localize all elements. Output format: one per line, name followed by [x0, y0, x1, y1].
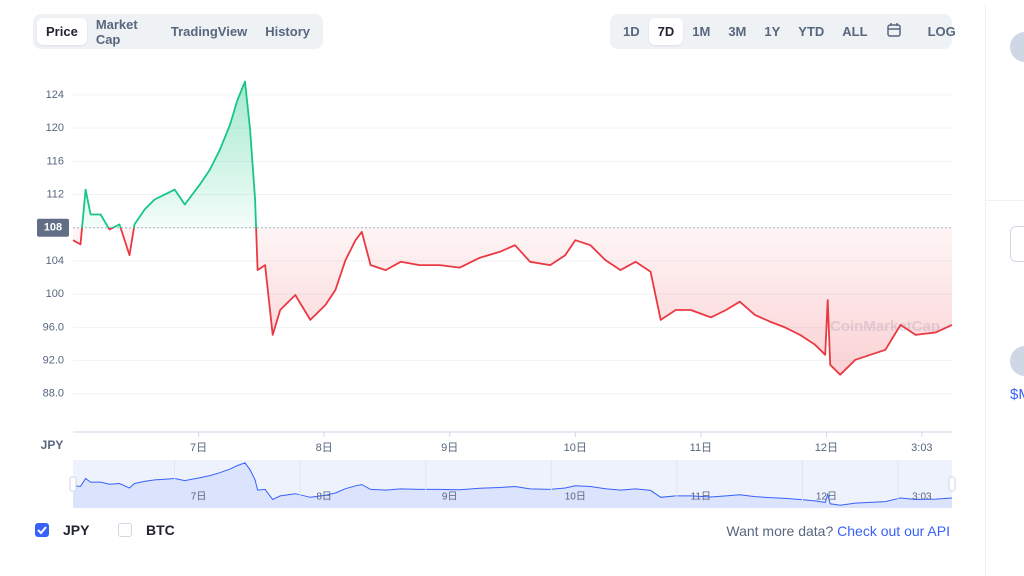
chart: 88.0 92.0 96.0 100 104 112 116 120 124 JPY 7日 8日 9日 1… — [37, 80, 956, 508]
tab[interactable]: Price — [37, 18, 87, 45]
navigator-tick-label: 7日 — [191, 492, 207, 503]
tab[interactable]: Market Cap — [95, 16, 138, 47]
card — [1010, 226, 1024, 262]
footer: Want more data? Check out our API — [726, 523, 950, 539]
y-tick-label: 116 — [46, 155, 64, 167]
price-line — [72, 80, 953, 376]
x-tick-label: 11日 — [690, 442, 712, 454]
navigator-handle[interactable] — [948, 476, 956, 492]
y-tick-label: 124 — [46, 89, 64, 101]
checkbox[interactable] — [118, 523, 132, 537]
navigator-tick-label: 11日 — [691, 492, 711, 503]
y-tick-label: 104 — [46, 255, 64, 267]
price-area — [73, 81, 952, 375]
y-tick-label: 96.0 — [43, 321, 64, 333]
y-tick-label: 88.0 — [43, 388, 64, 400]
navigator-tick-label: 12日 — [816, 492, 837, 503]
navigator-tick-label: 9日 — [442, 492, 458, 503]
navigator-area — [73, 462, 952, 508]
x-tick-label: 7日 — [190, 442, 207, 454]
y-axis-label: JPY — [41, 438, 64, 452]
range-bar: 1D 7D 1M 3M 1Y YTD ALL LOG — [610, 14, 956, 49]
divider — [986, 200, 1024, 201]
checkbox[interactable] — [35, 523, 49, 537]
tab-bar: Price Market Cap TradingView History — [33, 14, 323, 49]
tab[interactable]: TradingView — [170, 24, 248, 39]
y-tick-label: 92.0 — [43, 355, 64, 367]
baseline-label: 108 — [44, 222, 62, 234]
legend-label: BTC — [146, 522, 175, 538]
legend-item[interactable]: JPY — [35, 522, 89, 538]
range-button[interactable]: 1Y — [764, 24, 781, 39]
log-button[interactable]: LOG — [927, 24, 956, 39]
navigator-handle[interactable] — [69, 476, 77, 492]
footer-text: Want more data? — [726, 523, 834, 539]
legend-item[interactable]: BTC — [118, 522, 175, 538]
calendar-button[interactable] — [877, 16, 911, 47]
sidebar-text: $M — [1010, 386, 1024, 403]
range-button[interactable]: ALL — [842, 24, 868, 39]
x-tick-label: 12日 — [815, 442, 838, 454]
range-button[interactable]: 1M — [692, 24, 711, 39]
y-tick-label: 112 — [46, 188, 64, 200]
sidebar: $M — [985, 4, 1024, 576]
check-icon — [37, 526, 47, 535]
x-tick-label: 3:03 — [911, 442, 932, 454]
navigator-tick-label: 10日 — [565, 492, 586, 503]
x-tick-label: 10日 — [564, 442, 587, 454]
x-tick-label: 9日 — [441, 442, 458, 454]
api-link[interactable]: Check out our API — [837, 523, 950, 539]
y-tick-label: 120 — [46, 122, 64, 134]
calendar-icon — [886, 23, 901, 37]
range-button[interactable]: 3M — [728, 24, 747, 39]
avatar — [1010, 32, 1024, 62]
navigator-tick-label: 8日 — [316, 492, 332, 503]
x-tick-label: 8日 — [316, 442, 333, 454]
range-button[interactable]: YTD — [798, 24, 825, 39]
legend-label: JPY — [63, 522, 90, 538]
range-button[interactable]: 1D — [623, 24, 640, 39]
navigator-tick-label: 3:03 — [912, 492, 932, 503]
range-button[interactable]: 7D — [648, 18, 684, 45]
y-tick-label: 100 — [46, 288, 64, 300]
baseline-label-box — [37, 218, 69, 237]
tab[interactable]: History — [265, 24, 310, 39]
avatar — [1010, 346, 1024, 376]
